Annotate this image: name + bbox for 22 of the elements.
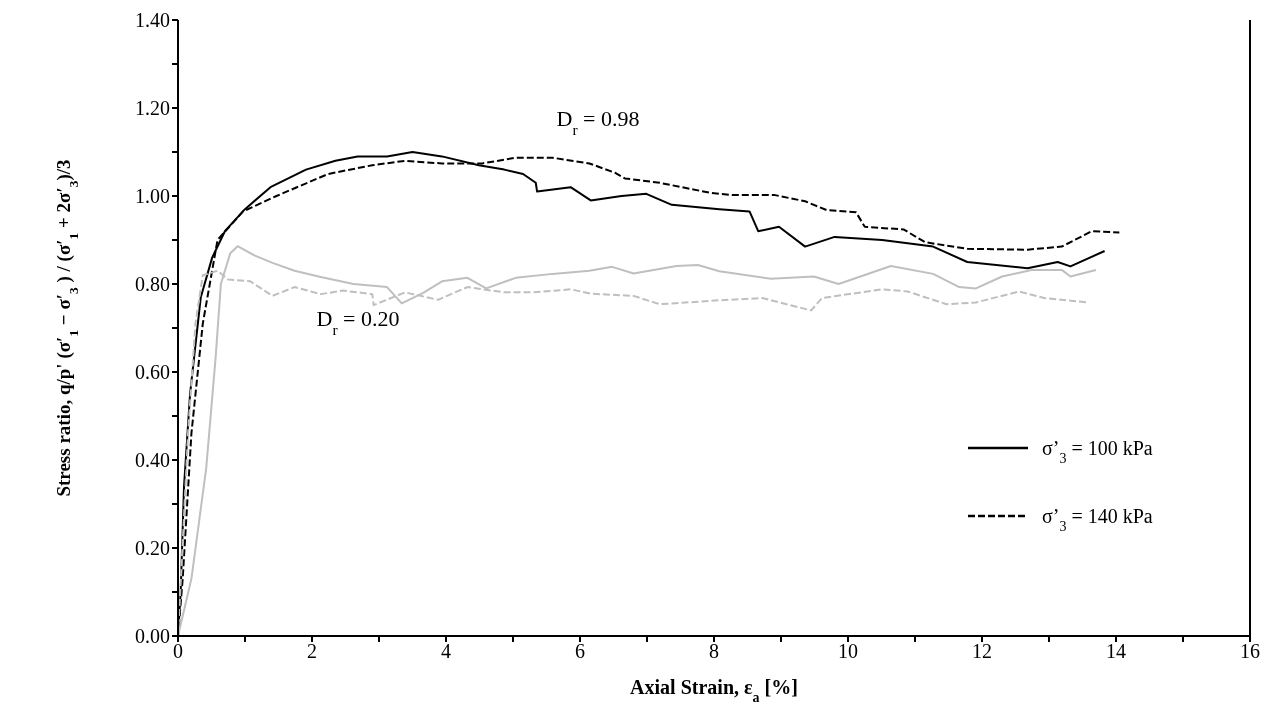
x-tick-label: 8 <box>709 640 719 663</box>
legend-label: σ’$_{3}$ = 140 kPa <box>1042 505 1153 534</box>
legend-label: σ’$_{3}$ = 100 kPa <box>1042 437 1153 466</box>
y-tick-label: 0.00 <box>135 625 170 648</box>
x-tick-label: 14 <box>1106 640 1126 663</box>
y-tick-label: 0.60 <box>135 361 170 384</box>
y-tick-label: 1.20 <box>135 97 170 120</box>
x-tick-label: 16 <box>1240 640 1260 663</box>
x-tick-label: 0 <box>173 640 183 663</box>
y-tick-label: 1.00 <box>135 185 170 208</box>
x-tick-label: 12 <box>972 640 992 663</box>
y-tick-label: 0.40 <box>135 449 170 472</box>
x-tick-label: 4 <box>441 640 451 663</box>
x-tick-label: 10 <box>838 640 858 663</box>
y-tick-label: 0.20 <box>135 537 170 560</box>
x-tick-label: 2 <box>307 640 317 663</box>
y-tick-label: 1.40 <box>135 9 170 32</box>
x-tick-label: 6 <box>575 640 585 663</box>
x-axis-title: Axial Strain, ε$_{a}$ [%] <box>630 676 798 705</box>
annotation: D$_{r}$ = 0.20 <box>316 306 400 338</box>
y-tick-label: 0.80 <box>135 273 170 296</box>
annotation: D$_{r}$ = 0.98 <box>556 106 640 138</box>
